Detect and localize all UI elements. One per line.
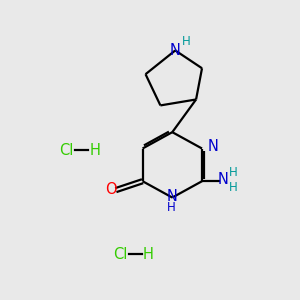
Text: H: H — [182, 35, 191, 48]
Text: O: O — [106, 182, 117, 197]
Text: N: N — [167, 189, 178, 204]
Text: H: H — [90, 142, 101, 158]
Text: H: H — [229, 181, 238, 194]
Text: N: N — [208, 139, 219, 154]
Text: N: N — [170, 43, 181, 58]
Text: H: H — [167, 202, 175, 214]
Text: H: H — [143, 247, 154, 262]
Text: Cl: Cl — [60, 142, 74, 158]
Text: Cl: Cl — [113, 247, 127, 262]
Text: N: N — [218, 172, 228, 187]
Text: H: H — [229, 167, 238, 179]
